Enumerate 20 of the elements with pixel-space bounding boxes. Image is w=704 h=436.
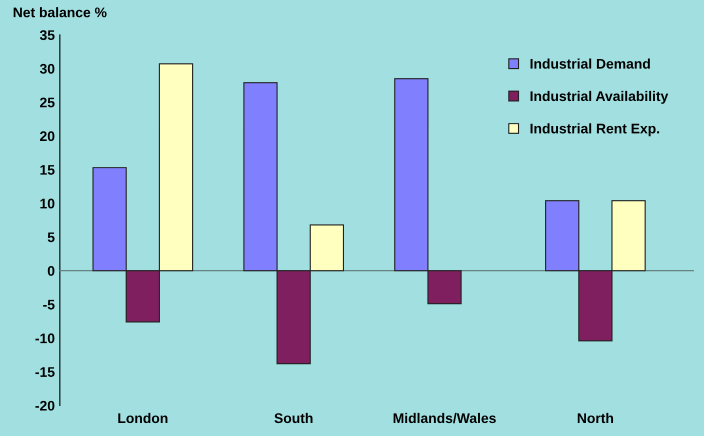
x-tick-label: London: [118, 412, 168, 424]
y-tick-label: 20: [40, 131, 54, 142]
x-tick-label: South: [274, 412, 312, 424]
y-tick-label: 0: [48, 266, 54, 276]
y-axis-title: Net balance %: [14, 7, 107, 18]
y-tick-label: -15: [35, 367, 55, 377]
legend-label: Industrial Availability: [530, 90, 668, 104]
y-tick-label: 30: [40, 64, 54, 74]
y-tick-label: 35: [40, 30, 55, 40]
legend-label: Industrial Rent Exp.: [530, 123, 660, 136]
y-tick-label: 25: [40, 98, 55, 108]
x-tick-label: North: [578, 412, 614, 424]
y-tick-label: -10: [35, 333, 54, 344]
y-tick-label: 10: [40, 198, 54, 209]
y-tick-label: -20: [35, 400, 54, 411]
y-tick-label: -5: [43, 300, 55, 310]
x-tick-label: Midlands/Wales: [394, 412, 496, 424]
legend-label: Industrial Demand: [530, 58, 650, 69]
y-tick-label: 5: [48, 232, 55, 242]
y-tick-label: 15: [40, 165, 55, 175]
